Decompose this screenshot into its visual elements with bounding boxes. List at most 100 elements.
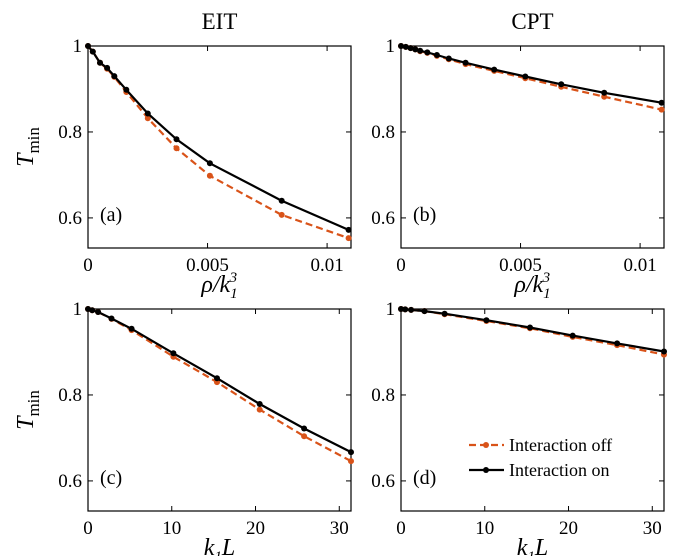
- point-interaction-on: [558, 81, 565, 88]
- point-interaction-off: [301, 433, 308, 440]
- point-interaction-on: [206, 160, 213, 167]
- point-interaction-off: [348, 458, 354, 465]
- x-tick-label: 0.005: [186, 255, 229, 276]
- point-interaction-off: [206, 172, 213, 179]
- legend-off-label: Interaction off: [509, 435, 612, 455]
- point-interaction-on: [527, 324, 533, 331]
- y-tick-label: 1: [73, 36, 83, 57]
- x-tick-label: 0: [83, 518, 93, 539]
- x-tick-label: 30: [330, 518, 349, 539]
- x-axis-label: ρ/k13: [513, 270, 550, 302]
- point-interaction-on: [256, 401, 263, 407]
- point-interaction-on: [658, 99, 665, 106]
- x-axis-label: ρ/k13: [200, 270, 237, 302]
- point-interaction-off: [173, 145, 180, 152]
- point-interaction-off: [278, 211, 285, 218]
- axes-frame: [87, 45, 352, 249]
- series-line-interaction-off: [87, 45, 349, 240]
- point-interaction-on: [104, 64, 111, 71]
- series-line-interaction-on: [400, 44, 662, 104]
- point-interaction-on: [433, 52, 440, 58]
- point-interaction-on: [601, 89, 608, 96]
- series-line-interaction-off: [400, 44, 662, 111]
- column-title: EIT: [202, 9, 238, 34]
- point-interaction-on: [85, 43, 91, 49]
- y-tick-label: 0.8: [58, 122, 82, 143]
- point-interaction-on: [483, 317, 490, 324]
- series-line-interaction-on: [400, 307, 665, 353]
- point-interaction-on: [412, 46, 419, 53]
- point-interaction-on: [170, 350, 177, 357]
- point-interaction-on: [108, 315, 115, 322]
- point-interaction-on: [445, 55, 452, 62]
- point-interaction-on: [173, 136, 180, 143]
- y-tick-label: 1: [73, 299, 83, 320]
- point-interaction-on: [408, 306, 415, 313]
- x-tick-label: 10: [162, 518, 181, 539]
- point-interaction-on: [97, 59, 103, 66]
- point-interaction-on: [402, 43, 409, 50]
- y-tick-label: 0.8: [58, 385, 82, 406]
- panel-label: (c): [100, 467, 122, 489]
- point-interaction-on: [95, 309, 102, 315]
- y-tick-label: 0.6: [58, 208, 82, 229]
- point-interaction-off: [658, 106, 665, 113]
- panels: 0.60.810 0.005 0.01(a)EITρ/k13Tmin0.60.810…: [13, 9, 667, 556]
- point-interaction-on: [424, 49, 431, 56]
- point-interaction-off: [144, 115, 151, 122]
- legend-on-label: Interaction on: [509, 460, 609, 480]
- point-interaction-on: [462, 59, 469, 66]
- y-tick-label: 0.8: [371, 385, 395, 406]
- point-interaction-on: [89, 48, 96, 55]
- y-tick-label: 0.6: [58, 471, 82, 492]
- axes-frame: [400, 308, 665, 512]
- y-axis-label: Tmin: [13, 127, 43, 167]
- x-tick-label: 10: [475, 518, 494, 539]
- panel-label: (b): [413, 204, 436, 226]
- point-interaction-on: [661, 348, 667, 355]
- y-tick-label: 0.8: [371, 122, 395, 143]
- point-interaction-on: [614, 340, 621, 347]
- point-interaction-on: [144, 110, 151, 117]
- point-interaction-on: [301, 425, 308, 432]
- x-tick-label: 0: [396, 518, 406, 539]
- point-interaction-off: [256, 406, 263, 413]
- x-tick-label: 0.005: [499, 255, 542, 276]
- y-tick-label: 1: [386, 299, 396, 320]
- point-interaction-on: [111, 73, 118, 80]
- column-title: CPT: [511, 9, 553, 34]
- point-interaction-on: [522, 73, 529, 80]
- y-tick-label: 0.6: [371, 471, 395, 492]
- panel-label: (a): [100, 204, 122, 226]
- y-tick-label: 1: [386, 36, 396, 57]
- y-axis-label: Tmin: [13, 390, 43, 430]
- y-tick-label: 0.6: [371, 208, 395, 229]
- x-tick-label: 0.01: [310, 255, 343, 276]
- panel-a: 0.6 0.8 1 0 0.005 0.01 (a) EIT ρ/k13 Tmin: [13, 9, 352, 302]
- x-axis-label: k1L: [204, 535, 236, 556]
- panel-b: 0.6 0.8 1 0 0.005 0.01 (b) CPT ρ/k13: [371, 9, 665, 302]
- axes-frame: [400, 45, 665, 249]
- point-interaction-on: [348, 449, 354, 456]
- axes-frame: [87, 308, 352, 512]
- point-interaction-on: [417, 47, 424, 54]
- point-interaction-on: [128, 325, 135, 332]
- x-axis-label: k1L: [517, 535, 549, 556]
- point-interaction-on: [421, 308, 428, 315]
- series-line-interaction-on: [87, 45, 350, 231]
- series-line-interaction-off: [87, 307, 352, 463]
- x-tick-label: 20: [559, 518, 578, 539]
- point-interaction-off: [345, 235, 352, 242]
- series-line-interaction-off: [400, 307, 665, 356]
- point-interaction-on: [407, 45, 414, 52]
- point-interaction-on: [214, 375, 220, 382]
- point-interaction-on: [569, 332, 576, 339]
- legend-on-marker: [483, 467, 489, 473]
- point-interaction-on: [398, 43, 404, 49]
- x-tick-label: 0.01: [623, 255, 656, 276]
- panel-label: (d): [413, 467, 436, 489]
- point-interaction-on: [278, 197, 285, 204]
